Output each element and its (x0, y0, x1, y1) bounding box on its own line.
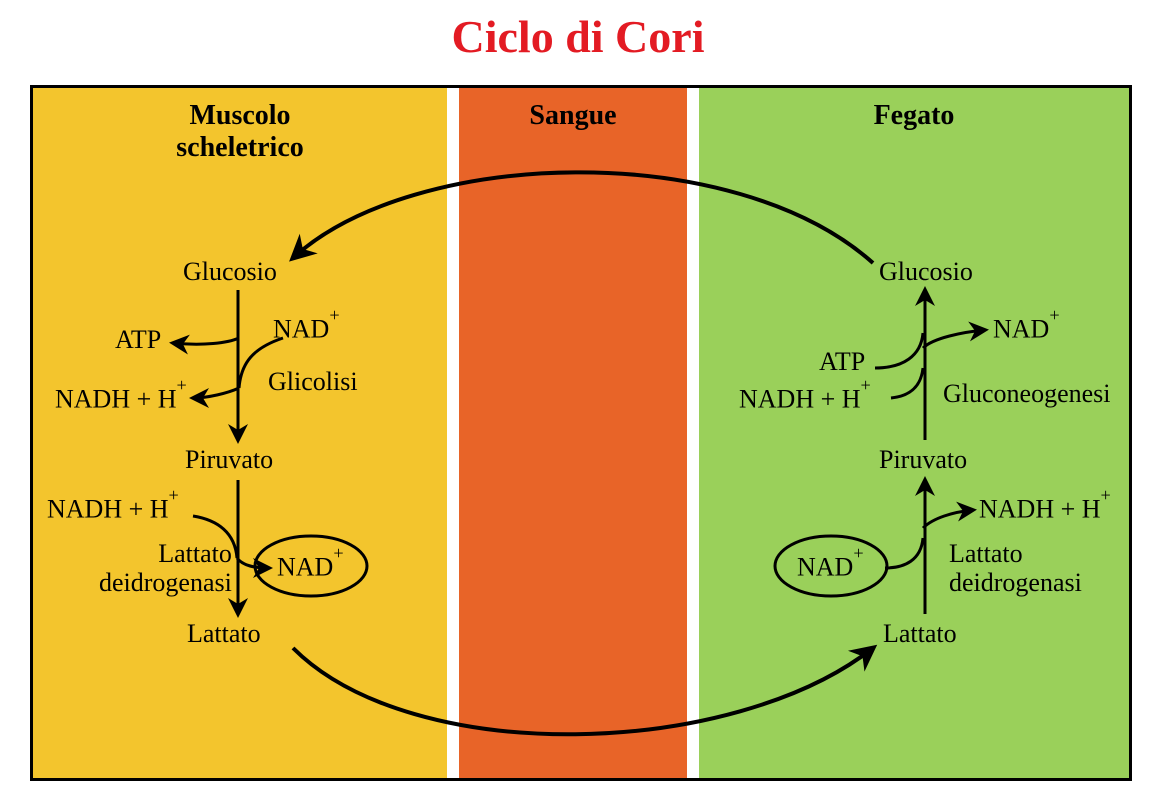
arrow-muscle-nadh-in2 (193, 516, 237, 558)
arrow-liver-nad-in (885, 538, 923, 568)
arrow-lactate-transport (293, 648, 873, 734)
ellipse-liver-nad (775, 536, 887, 596)
arrow-liver-nadh-in (891, 368, 923, 398)
arrow-liver-atp-in (875, 333, 923, 368)
ellipse-muscle-nad (255, 536, 367, 596)
arrow-muscle-nad-in (239, 338, 283, 388)
arrow-muscle-nad-out2 (237, 558, 269, 568)
arrow-liver-nadh-out (923, 510, 973, 528)
arrow-overlay (33, 88, 1129, 778)
arrow-muscle-atp-out (173, 338, 239, 344)
arrow-liver-nad-out (923, 330, 985, 348)
arrow-glucose-return (293, 172, 873, 263)
arrow-muscle-nadh-out (193, 388, 239, 398)
cori-cycle-diagram: Muscoloscheletrico Sangue Fegato Glucosi… (30, 85, 1132, 781)
page: Ciclo di Cori Muscoloscheletrico Sangue … (0, 0, 1156, 786)
diagram-title: Ciclo di Cori (0, 0, 1156, 63)
